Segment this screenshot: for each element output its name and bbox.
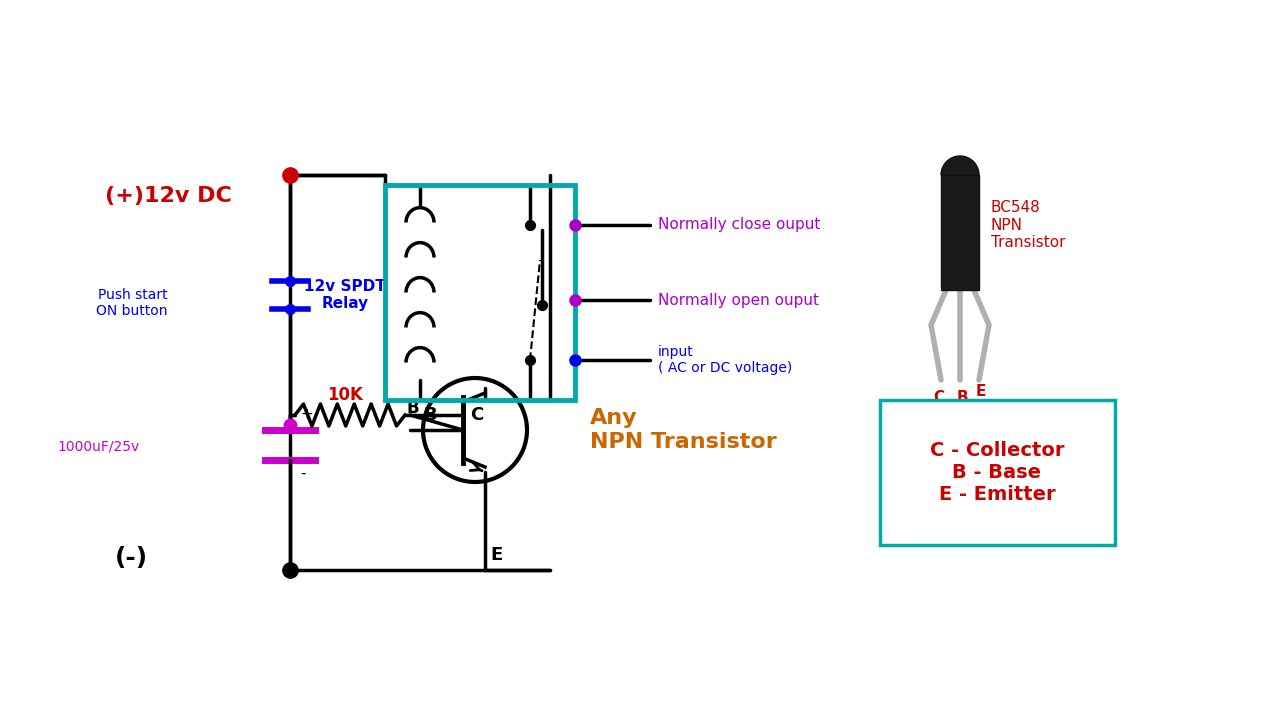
Bar bbox=[881, 400, 1115, 545]
Text: 1000uF/25v: 1000uF/25v bbox=[58, 440, 140, 454]
Text: C: C bbox=[933, 390, 945, 405]
Text: input
( AC or DC voltage): input ( AC or DC voltage) bbox=[658, 345, 792, 375]
Text: C: C bbox=[470, 406, 484, 424]
Bar bbox=[385, 185, 575, 400]
Text: E: E bbox=[975, 384, 986, 400]
Text: Any
NPN Transistor: Any NPN Transistor bbox=[590, 408, 777, 451]
Wedge shape bbox=[941, 156, 979, 175]
Text: C - Collector
B - Base
E - Emitter: C - Collector B - Base E - Emitter bbox=[929, 441, 1064, 503]
Text: +: + bbox=[300, 407, 312, 422]
Text: B: B bbox=[424, 406, 436, 424]
Text: Normally open ouput: Normally open ouput bbox=[658, 292, 819, 307]
Text: B: B bbox=[956, 390, 968, 405]
Text: Normally close ouput: Normally close ouput bbox=[658, 217, 820, 233]
Text: E: E bbox=[490, 546, 502, 564]
Text: BC548
NPN
Transistor: BC548 NPN Transistor bbox=[991, 200, 1065, 250]
Bar bbox=[941, 175, 979, 290]
Text: -: - bbox=[300, 466, 306, 481]
Text: 10K: 10K bbox=[328, 386, 364, 404]
Text: (+)12v DC: (+)12v DC bbox=[105, 186, 232, 206]
Text: 12v SPDT
Relay: 12v SPDT Relay bbox=[305, 279, 385, 311]
Text: Push start
ON button: Push start ON button bbox=[96, 288, 168, 318]
Text: (-): (-) bbox=[115, 546, 148, 570]
Text: B: B bbox=[407, 399, 420, 417]
